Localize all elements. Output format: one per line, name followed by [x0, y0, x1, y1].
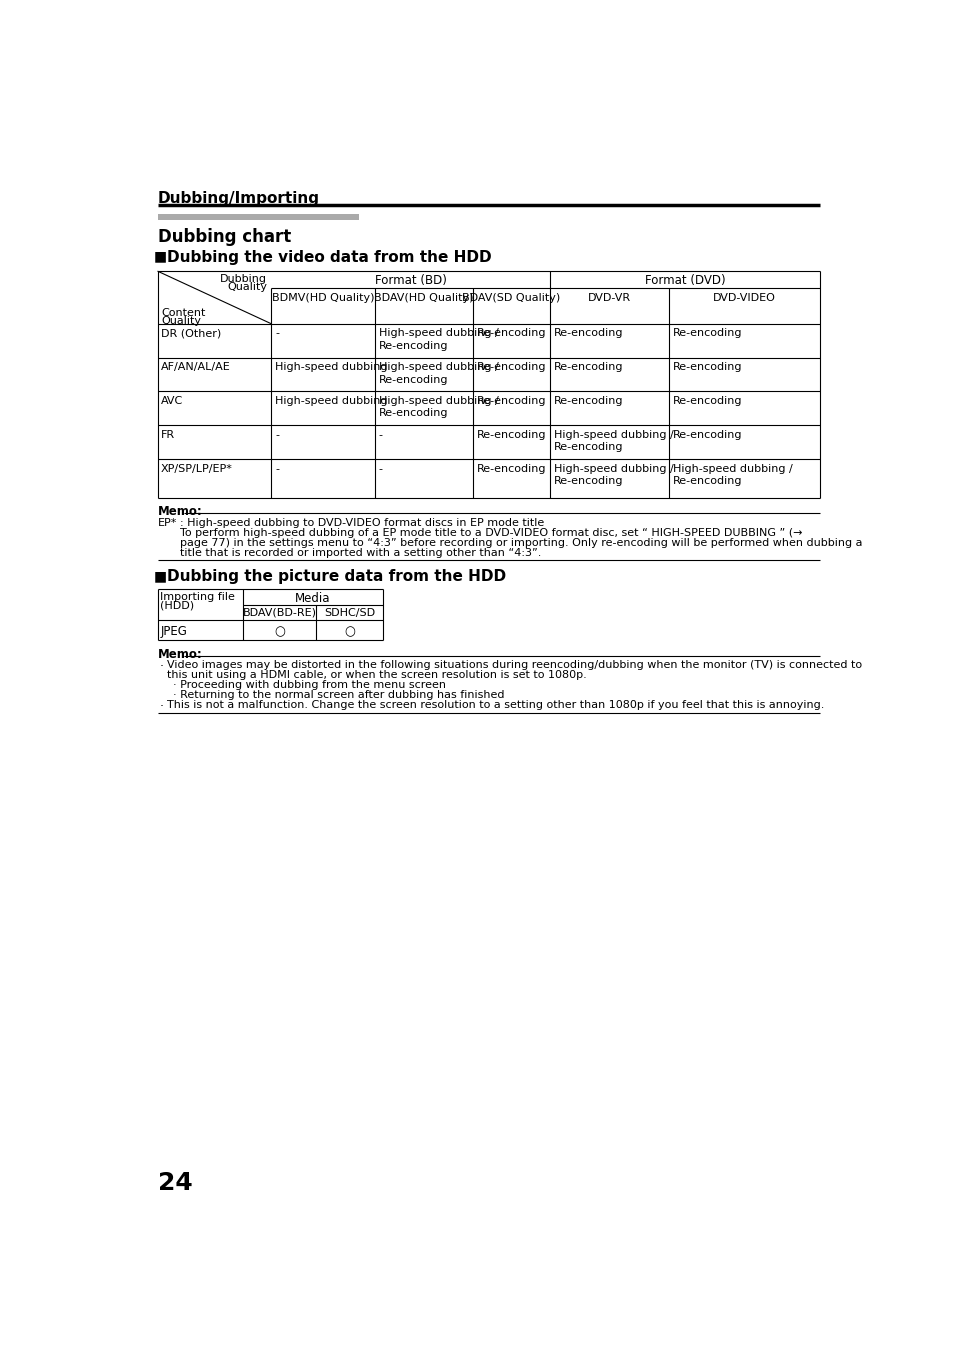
- Text: Re-encoding: Re-encoding: [476, 429, 545, 440]
- Text: High-speed dubbing /
Re-encoding: High-speed dubbing / Re-encoding: [378, 362, 498, 385]
- Text: Re-encoding: Re-encoding: [476, 362, 545, 373]
- Text: Quality: Quality: [227, 282, 267, 292]
- Text: To perform high-speed dubbing of a EP mode title to a DVD-VIDEO format disc, set: To perform high-speed dubbing of a EP mo…: [179, 528, 801, 537]
- Text: JPEG: JPEG: [160, 625, 187, 637]
- Text: · Proceeding with dubbing from the menu screen: · Proceeding with dubbing from the menu …: [173, 680, 446, 690]
- Text: EP*: EP*: [158, 518, 177, 528]
- Text: Dubbing: Dubbing: [220, 274, 267, 285]
- Text: (HDD): (HDD): [160, 601, 194, 610]
- Text: BDAV(BD-RE): BDAV(BD-RE): [242, 608, 316, 618]
- Text: ·: ·: [159, 701, 163, 713]
- Text: High-speed dubbing /
Re-encoding: High-speed dubbing / Re-encoding: [554, 429, 673, 452]
- Text: BDMV(HD Quality): BDMV(HD Quality): [272, 293, 374, 302]
- Text: High-speed dubbing /
Re-encoding: High-speed dubbing / Re-encoding: [554, 464, 673, 486]
- Text: -: -: [378, 429, 382, 440]
- Text: ■: ■: [153, 250, 167, 263]
- Text: Memo:: Memo:: [158, 505, 203, 518]
- Text: 24: 24: [158, 1170, 193, 1195]
- Text: ○: ○: [274, 625, 285, 637]
- Text: AVC: AVC: [161, 396, 183, 406]
- Text: Re-encoding: Re-encoding: [476, 328, 545, 339]
- Text: High-speed dubbing: High-speed dubbing: [274, 396, 387, 406]
- Text: Memo:: Memo:: [158, 648, 203, 662]
- Text: Content: Content: [161, 308, 205, 319]
- Text: Format (DVD): Format (DVD): [644, 274, 724, 288]
- Text: ○: ○: [344, 625, 355, 637]
- Text: High-speed dubbing: High-speed dubbing: [274, 362, 387, 373]
- Text: Dubbing/Importing: Dubbing/Importing: [158, 192, 319, 207]
- Text: ·: ·: [159, 660, 163, 674]
- Text: title that is recorded or imported with a setting other than “4:3”.: title that is recorded or imported with …: [179, 548, 540, 558]
- Bar: [158, 215, 359, 220]
- Text: ■: ■: [153, 570, 167, 583]
- Text: -: -: [274, 464, 278, 474]
- Text: AF/AN/AL/AE: AF/AN/AL/AE: [161, 362, 231, 373]
- Text: Dubbing chart: Dubbing chart: [158, 228, 291, 246]
- Text: High-speed dubbing /
Re-encoding: High-speed dubbing / Re-encoding: [378, 328, 498, 351]
- Text: XP/SP/LP/EP*: XP/SP/LP/EP*: [161, 464, 233, 474]
- Text: Importing file: Importing file: [160, 593, 235, 602]
- Text: page 77) in the settings menu to “4:3” before recording or importing. Only re-en: page 77) in the settings menu to “4:3” b…: [179, 537, 862, 548]
- Text: DR (Other): DR (Other): [161, 328, 221, 339]
- Text: Dubbing the picture data from the HDD: Dubbing the picture data from the HDD: [167, 570, 506, 585]
- Text: -: -: [378, 464, 382, 474]
- Text: Media: Media: [294, 593, 331, 605]
- Text: : High-speed dubbing to DVD-VIDEO format discs in EP mode title: : High-speed dubbing to DVD-VIDEO format…: [179, 518, 543, 528]
- Text: Quality: Quality: [161, 316, 201, 325]
- Text: Re-encoding: Re-encoding: [476, 396, 545, 406]
- Text: DVD-VIDEO: DVD-VIDEO: [713, 293, 776, 302]
- Text: Re-encoding: Re-encoding: [554, 396, 623, 406]
- Text: Format (BD): Format (BD): [375, 274, 446, 288]
- Text: Re-encoding: Re-encoding: [476, 464, 545, 474]
- Text: Re-encoding: Re-encoding: [673, 429, 742, 440]
- Text: Re-encoding: Re-encoding: [673, 328, 742, 339]
- Text: Re-encoding: Re-encoding: [554, 362, 623, 373]
- Text: This is not a malfunction. Change the screen resolution to a setting other than : This is not a malfunction. Change the sc…: [167, 701, 823, 710]
- Text: Video images may be distorted in the following situations during reencoding/dubb: Video images may be distorted in the fol…: [167, 660, 862, 670]
- Text: this unit using a HDMI cable, or when the screen resolution is set to 1080p.: this unit using a HDMI cable, or when th…: [167, 670, 586, 680]
- Text: High-speed dubbing /
Re-encoding: High-speed dubbing / Re-encoding: [673, 464, 792, 486]
- Text: Re-encoding: Re-encoding: [673, 396, 742, 406]
- Text: -: -: [274, 328, 278, 339]
- Text: BDAV(SD Quality): BDAV(SD Quality): [462, 293, 560, 302]
- Text: · Returning to the normal screen after dubbing has finished: · Returning to the normal screen after d…: [173, 690, 504, 701]
- Text: DVD-VR: DVD-VR: [588, 293, 631, 302]
- Text: BDAV(HD Quality): BDAV(HD Quality): [374, 293, 473, 302]
- Text: High-speed dubbing /
Re-encoding: High-speed dubbing / Re-encoding: [378, 396, 498, 418]
- Text: SDHC/SD: SDHC/SD: [323, 608, 375, 618]
- Text: FR: FR: [161, 429, 175, 440]
- Text: Re-encoding: Re-encoding: [673, 362, 742, 373]
- Text: Re-encoding: Re-encoding: [554, 328, 623, 339]
- Text: -: -: [274, 429, 278, 440]
- Text: Dubbing the video data from the HDD: Dubbing the video data from the HDD: [167, 250, 492, 265]
